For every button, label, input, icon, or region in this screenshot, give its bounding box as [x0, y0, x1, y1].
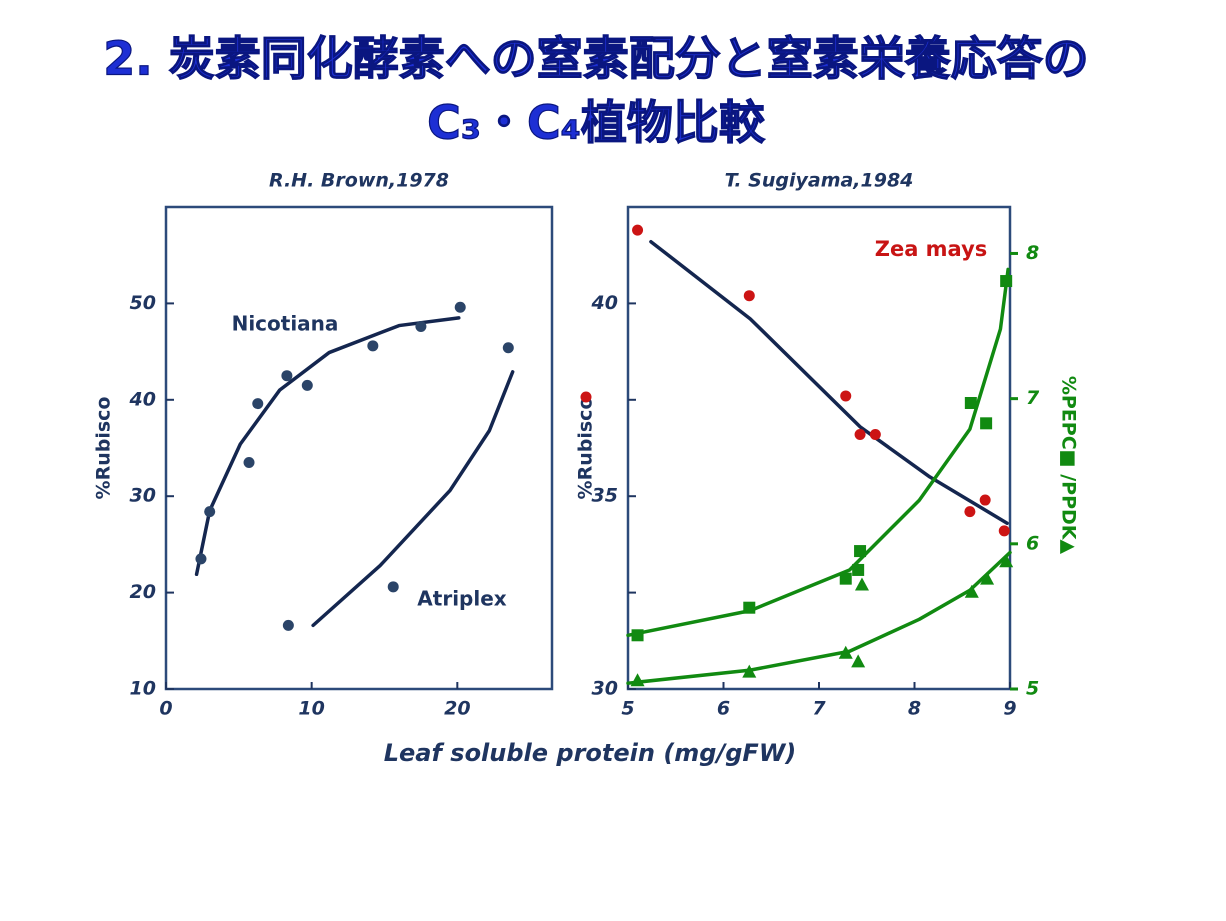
point [387, 581, 399, 593]
fit-curve [649, 239, 1009, 525]
x-tick-label: 6 [717, 698, 730, 720]
point [282, 619, 294, 631]
point [204, 506, 216, 518]
slide-title: 2. 炭素同化酵素への窒素配分と窒素栄養応答の [103, 32, 1089, 86]
point [454, 301, 466, 313]
point [252, 398, 264, 410]
y-axis-label: %Rubisco [93, 397, 115, 500]
point [964, 396, 977, 409]
y-tick-label: 30 [592, 678, 618, 700]
point [632, 224, 644, 236]
point [502, 342, 514, 354]
x-tick-label: 7 [812, 698, 826, 720]
annotation: Zea mays [875, 237, 988, 261]
x-tick-label: 0 [159, 698, 172, 720]
chart-source: T. Sugiyama,1984 [725, 170, 914, 192]
y-tick-label: 40 [591, 292, 618, 314]
y2-tick-label: 7 [1026, 387, 1040, 409]
series-label: Atriplex [417, 587, 506, 611]
y-tick-label: 35 [592, 485, 618, 507]
y-tick-label: 10 [130, 678, 156, 700]
point [852, 563, 865, 576]
point [281, 370, 293, 382]
point [1000, 275, 1013, 288]
y-tick-label: 20 [130, 581, 156, 603]
point [999, 554, 1014, 568]
point [980, 417, 993, 430]
point [979, 494, 991, 506]
y2-tick-label: 6 [1026, 532, 1039, 554]
point [840, 390, 852, 402]
y2-tick-label: 8 [1026, 242, 1039, 264]
x-tick-label: 9 [1003, 698, 1016, 720]
point [980, 571, 995, 585]
point [854, 429, 866, 441]
plot-frame [626, 205, 1012, 691]
slide-title: C₃・C₄植物比較 [427, 96, 766, 150]
x-tick-label: 20 [444, 698, 470, 720]
point [743, 290, 755, 302]
y2-tick-label: 5 [1026, 678, 1039, 700]
x-tick-label: 10 [298, 698, 324, 720]
fit-curve [311, 370, 515, 628]
fit-curve [626, 267, 1010, 638]
x-tick-label: 5 [621, 698, 634, 720]
point [195, 553, 207, 565]
x-tick-label: 8 [908, 698, 921, 720]
point [964, 584, 979, 598]
fit-curve [194, 316, 461, 577]
point [838, 645, 853, 659]
point [869, 429, 881, 441]
point [367, 340, 379, 352]
point [415, 321, 427, 333]
legend-marker [580, 391, 592, 403]
point [851, 654, 866, 668]
point [742, 664, 757, 678]
point [631, 629, 644, 642]
point [854, 577, 869, 591]
point [301, 379, 313, 391]
point [630, 673, 645, 687]
point [854, 545, 867, 558]
y-tick-label: 40 [129, 388, 156, 410]
point [998, 525, 1010, 537]
point [839, 572, 852, 585]
y-tick-label: 30 [130, 485, 156, 507]
series-label: Nicotiana [232, 312, 339, 336]
plot-frame [164, 205, 554, 691]
x-axis-label: Leaf soluble protein (mg/gFW) [384, 739, 797, 767]
point [743, 601, 756, 614]
chart-source: R.H. Brown,1978 [269, 170, 449, 192]
point [243, 456, 255, 468]
point [964, 506, 976, 518]
fit-curve [626, 550, 1012, 685]
y-axis-label: %Rubisco [575, 397, 597, 500]
y2-axis-label: %PEPC■ /PPDK▲ [1058, 376, 1080, 555]
y-tick-label: 50 [130, 292, 156, 314]
